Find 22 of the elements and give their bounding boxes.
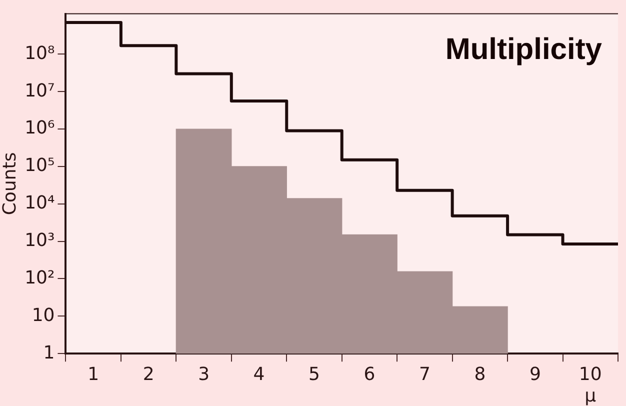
x-tick-label: 2 bbox=[142, 364, 154, 386]
x-tick-label: 1 bbox=[88, 364, 100, 386]
x-tick-label: 8 bbox=[474, 364, 486, 386]
x-tick-label: 6 bbox=[364, 364, 376, 386]
y-tick-label: 10 bbox=[32, 304, 55, 326]
y-axis-title: Counts bbox=[0, 152, 20, 216]
y-tick-label: 1 bbox=[43, 342, 55, 364]
y-tick-label: 10³ bbox=[24, 230, 55, 251]
y-tick-label: 10⁸ bbox=[24, 42, 55, 64]
x-tick-label: 5 bbox=[308, 364, 320, 386]
y-tick-label: 10⁷ bbox=[24, 80, 55, 102]
x-tick-label: 7 bbox=[418, 364, 430, 386]
y-tick-label: 10² bbox=[24, 267, 55, 288]
text: Multiplicity bbox=[445, 33, 602, 66]
x-tick-label: 10 bbox=[578, 364, 602, 386]
x-tick-label: 9 bbox=[529, 364, 541, 386]
y-tick-label: 10⁵ bbox=[24, 155, 55, 176]
x-axis-title: μ bbox=[584, 386, 597, 406]
y-tick-label: 10⁴ bbox=[24, 192, 55, 214]
x-tick-label: 4 bbox=[253, 364, 265, 386]
y-tick-label: 10⁶ bbox=[24, 118, 55, 139]
x-tick-label: 3 bbox=[198, 364, 210, 386]
